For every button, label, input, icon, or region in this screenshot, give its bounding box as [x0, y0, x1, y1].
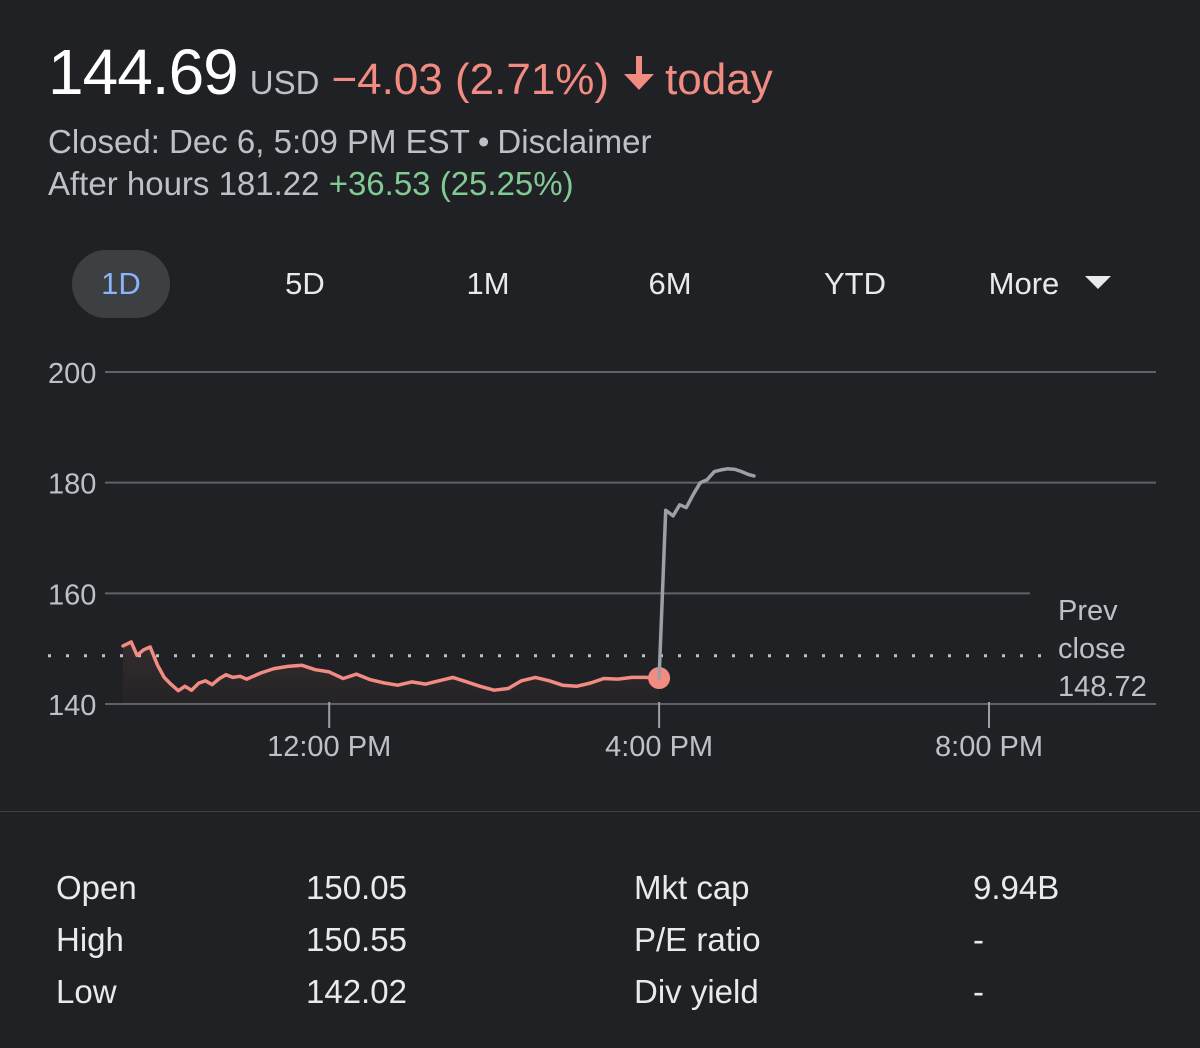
after-hours-line — [657, 467, 756, 680]
y-tick-label: 140 — [48, 690, 96, 722]
y-tick-label: 180 — [48, 469, 96, 501]
stat-row: High 150.55 P/E ratio - — [56, 914, 1156, 966]
tab-5d[interactable]: 5D — [256, 250, 354, 318]
after-hours-price: After hours 181.22 — [48, 165, 320, 202]
tab-label: YTD — [824, 266, 886, 301]
after-hours: After hours 181.22 +36.53 (25.25%) — [48, 162, 1160, 206]
prev-close-label: Prev — [1058, 595, 1118, 627]
stat-row: Low 142.02 Div yield - — [56, 966, 1156, 1018]
key-stats: Open 150.05 Mkt cap 9.94B High 150.55 P/… — [56, 862, 1156, 1018]
disclaimer-link[interactable]: Disclaimer — [497, 123, 652, 160]
price-line: 144.69 USD −4.03 (2.71%) today — [48, 36, 1160, 108]
stat-value: 142.02 — [306, 973, 407, 1010]
stat-value: 9.94B — [973, 869, 1060, 906]
currency-label: USD — [249, 64, 320, 101]
x-tick-label: 4:00 PM — [605, 731, 713, 763]
regular-session-line — [121, 640, 661, 693]
stat-value: 150.05 — [306, 869, 407, 906]
market-status: Closed: Dec 6, 5:09 PM EST • Disclaimer — [48, 122, 1160, 162]
stat-value: - — [973, 921, 984, 958]
stat-row: Open 150.05 Mkt cap 9.94B — [56, 862, 1156, 914]
tab-6m[interactable]: 6M — [620, 250, 720, 318]
closed-time: Closed: Dec 6, 5:09 PM EST — [48, 123, 470, 160]
range-tabs: 1D 5D 1M 6M YTD More — [30, 250, 1170, 318]
y-tick-label: 200 — [48, 358, 96, 390]
arrow-down-icon — [621, 52, 657, 96]
stat-value: - — [973, 973, 984, 1010]
x-tick-label: 8:00 PM — [935, 731, 1043, 763]
tab-label: 6M — [648, 266, 692, 301]
stat-label: Low — [56, 973, 117, 1010]
tab-ytd[interactable]: YTD — [800, 250, 910, 318]
stat-value: 150.55 — [306, 921, 407, 958]
prev-close-label: close — [1058, 633, 1126, 665]
change-period: today — [665, 55, 773, 104]
prev-close-value: 148.72 — [1058, 671, 1147, 703]
tab-1m[interactable]: 1M — [438, 250, 538, 318]
regular-session-area — [123, 642, 660, 704]
stat-label: Open — [56, 869, 137, 906]
section-divider — [0, 811, 1200, 812]
tab-more[interactable]: More — [960, 250, 1140, 318]
current-price: 144.69 — [48, 36, 239, 108]
stat-label: Mkt cap — [634, 869, 750, 906]
quote-header: 144.69 USD −4.03 (2.71%) today Closed: D… — [48, 36, 1160, 206]
price-chart[interactable]: 200 180 160 140 12:00 PM 4:00 PM 8:00 PM Prev cl… — [0, 340, 1200, 780]
caret-down-icon — [1085, 276, 1112, 290]
tab-label: 1D — [101, 266, 141, 301]
separator: • — [477, 123, 490, 160]
stat-label: High — [56, 921, 124, 958]
after-hours-change: +36.53 (25.25%) — [328, 165, 574, 202]
stat-label: Div yield — [634, 973, 759, 1010]
tab-label: 5D — [285, 266, 325, 301]
tab-label: More — [988, 266, 1060, 301]
tab-label: 1M — [466, 266, 510, 301]
x-tick-label: 12:00 PM — [267, 731, 391, 763]
stat-label: P/E ratio — [634, 921, 761, 958]
price-change: −4.03 (2.71%) — [331, 55, 610, 104]
tab-1d[interactable]: 1D — [72, 250, 170, 318]
y-tick-label: 160 — [48, 579, 96, 611]
